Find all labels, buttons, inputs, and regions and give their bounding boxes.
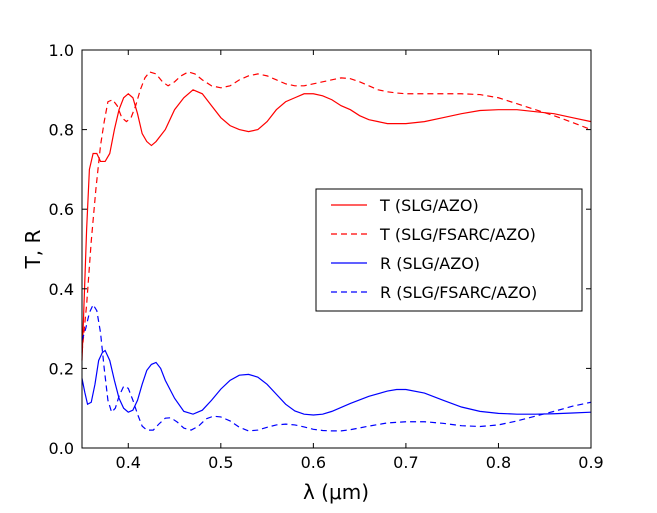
legend-label-2: T (SLG/FSARC/AZO): [379, 225, 536, 244]
x-tick-label: 0.8: [486, 453, 511, 472]
legend-label-4: R (SLG/FSARC/AZO): [380, 283, 537, 302]
series-line-3: [81, 349, 592, 416]
y-tick-label: 0.6: [49, 200, 74, 219]
series-line-4: [81, 303, 592, 432]
legend-box: [315, 188, 583, 312]
series-line-2: [81, 71, 592, 353]
x-tick-label: 0.6: [301, 453, 326, 472]
series-line-1: [81, 89, 592, 361]
y-tick-label: 0.4: [49, 280, 74, 299]
plot-frame: [81, 49, 592, 449]
y-tick-label: 0.8: [49, 121, 74, 140]
x-tick-label: 0.4: [116, 453, 141, 472]
x-tick-label: 0.5: [208, 453, 233, 472]
y-tick-label: 1.0: [49, 41, 74, 60]
x-tick-label: 0.7: [393, 453, 418, 472]
x-axis-label: λ (μm): [303, 480, 369, 504]
ticks-layer: 0.4 0.5 0.6 0.7 0.8 0.9 0.0 0.2 0.4 0.6 0.8 1.0: [49, 41, 604, 472]
series-layer: [81, 71, 592, 432]
legend: T (SLG/AZO) T (SLG/FSARC/AZO) R (SLG/AZO) R…: [315, 188, 583, 312]
legend-label-3: R (SLG/AZO): [380, 254, 480, 273]
x-tick-label: 0.9: [578, 453, 603, 472]
y-tick-label: 0.0: [49, 439, 74, 458]
y-tick-label: 0.2: [49, 359, 74, 378]
y-axis-label: T, R: [21, 229, 45, 269]
legend-label-1: T (SLG/AZO): [379, 196, 479, 215]
